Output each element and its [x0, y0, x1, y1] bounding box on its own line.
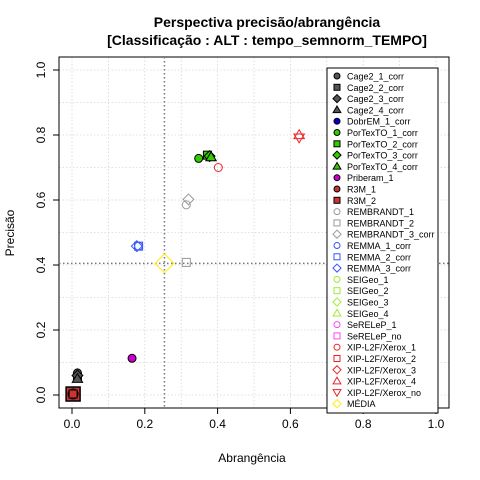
legend-label: Cage2_3_corr: [347, 94, 404, 104]
legend-key: [332, 297, 342, 307]
legend-key: [333, 72, 341, 80]
legend-key: [332, 150, 342, 160]
legend-label: XIP-L2F/Xerox_4: [347, 377, 416, 387]
legend-key: [333, 174, 341, 182]
y-tick-label: 0.6: [34, 191, 48, 208]
legend-key: [333, 219, 341, 227]
legend-key: [333, 242, 341, 249]
x-tick-label: 0.6: [282, 417, 299, 431]
legend-key: [333, 287, 341, 295]
legend-label: SeRELeP_1: [347, 320, 397, 330]
y-tick-label: 1.0: [34, 61, 48, 78]
legend-key: [333, 196, 341, 204]
data-point: [127, 353, 137, 363]
legend-label: R3M_2: [347, 196, 376, 206]
y-tick-label: 0.0: [34, 386, 48, 403]
legend-label: Priberam_1: [347, 173, 394, 183]
legend-key: [332, 398, 342, 409]
legend-key: [332, 229, 342, 239]
legend-label: Cage2_4_corr: [347, 105, 404, 115]
legend-key: [332, 93, 342, 104]
legend-key: [332, 161, 342, 170]
data-point: [293, 133, 306, 144]
legend-label: PorTexTO_4_corr: [347, 162, 418, 172]
x-tick-label: 0.0: [64, 417, 81, 431]
x-tick-label: 0.4: [209, 417, 226, 431]
legend-label: Cage2_1_corr: [347, 72, 404, 82]
legend-label: REMBRANDT_2: [347, 218, 414, 228]
legend-label: SEIGeo_4: [347, 309, 389, 319]
legend-label: Cage2_2_corr: [347, 83, 404, 93]
x-tick-label: 1.0: [428, 417, 445, 431]
chart-title: Perspectiva precisão/abrangência: [154, 14, 381, 30]
legend-label: XIP-L2F/Xerox_1: [347, 343, 416, 353]
legend-key: [332, 365, 342, 375]
legend-key: [333, 275, 341, 283]
data-point: [204, 150, 218, 162]
legend-key: [333, 321, 341, 329]
legend-key: [332, 263, 342, 273]
legend-label: PorTexTO_3_corr: [347, 151, 418, 161]
data-point: [181, 200, 191, 210]
plot-frame: [58, 56, 450, 409]
data-point: [182, 193, 195, 206]
legend-label: XIP-L2F/Xerox_3: [347, 365, 416, 375]
legend-key: [333, 343, 341, 351]
legend-key: [332, 105, 342, 114]
data-point: [194, 153, 204, 163]
data-points: [65, 128, 306, 402]
data-point: [181, 257, 191, 267]
legend-label: SEIGeo_3: [347, 298, 389, 308]
legend-key: [333, 83, 341, 91]
legend-key: [333, 117, 341, 125]
axes: 0.0 0.0 0.2 0.2 0.4 0.4 0.6 0.6 0.8 0.8 1.0 1.0: [34, 56, 450, 431]
legend-label: SEIGeo_2: [347, 286, 389, 296]
data-point: [134, 241, 144, 251]
y-tick-label: 0.4: [34, 256, 48, 273]
y-axis-label: Precisão: [3, 209, 17, 256]
legend-label: R3M_1: [347, 185, 376, 195]
data-point: [213, 163, 223, 172]
x-axis-label: Abrangência: [218, 451, 286, 465]
legend-label: PorTexTO_2_corr: [347, 139, 418, 149]
legend-key: [332, 308, 342, 317]
legend-label: PorTexTO_1_corr: [347, 128, 418, 138]
y-tick-label: 0.8: [34, 126, 48, 143]
data-point: [71, 372, 84, 383]
legend-label: SEIGeo_1: [347, 275, 389, 285]
legend-label: REMMA_1_corr: [347, 241, 411, 251]
chart-subtitle: [Classificação : ALT : tempo_semnorm_TEM…: [107, 32, 427, 48]
legend-label: SeRELeP_no: [347, 331, 402, 341]
legend-label: MÉDIA: [347, 399, 376, 409]
legend-label: REMMA_2_corr: [347, 252, 411, 262]
legend-key: [333, 355, 341, 362]
x-tick-label: 0.2: [136, 417, 153, 431]
data-point: [68, 389, 78, 399]
legend-key: [333, 332, 341, 340]
legend-label: XIP-L2F/Xerox_no: [347, 388, 421, 398]
legend-label: DobrEM_1_corr: [347, 117, 411, 127]
legend-key: [333, 253, 341, 261]
x-tick-label: 0.8: [355, 417, 372, 431]
data-point: [130, 240, 143, 253]
legend-label: XIP-L2F/Xerox_2: [347, 354, 416, 364]
legend: Cage2_1_corrCage2_2_corrCage2_3_corrCage…: [326, 67, 439, 414]
legend-box: [326, 67, 439, 414]
legend-key: [332, 376, 342, 385]
legend-label: REMBRANDT_3_corr: [347, 230, 435, 240]
legend-key: [332, 389, 342, 398]
legend-key: [333, 140, 341, 148]
legend-key: [333, 185, 341, 193]
legend-key: [333, 208, 341, 216]
y-tick-label: 0.2: [34, 321, 48, 338]
legend-label: REMMA_3_corr: [347, 264, 411, 274]
legend-key: [333, 129, 341, 136]
legend-label: REMBRANDT_1: [347, 207, 414, 217]
data-point: [154, 253, 175, 274]
